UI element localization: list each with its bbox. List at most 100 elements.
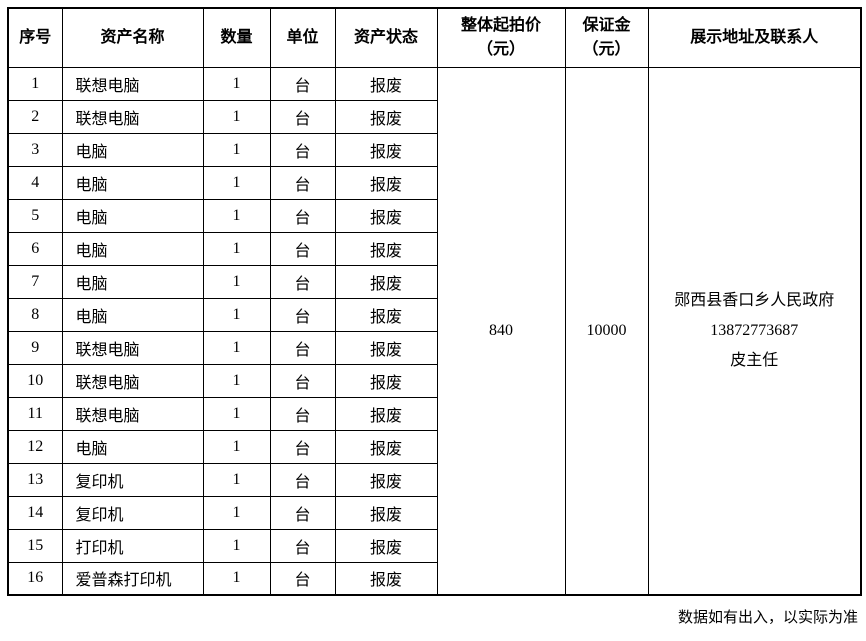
quantity-cell: 1	[202, 66, 271, 101]
asset-name-cell: 联想电脑	[61, 99, 204, 134]
column-header-asset-name: 资产名称	[61, 7, 204, 68]
unit-cell: 台	[269, 165, 336, 200]
quantity-cell: 1	[202, 297, 271, 332]
table-body: 1 联想电脑 1 台报废 840 10000 郧西县香口乡人民政府 13872773687 …	[7, 66, 862, 596]
unit-cell: 台	[269, 231, 336, 266]
unit-cell: 台	[269, 297, 336, 332]
table-row: 15 打印机 1 台报废	[7, 528, 861, 563]
table-header: 序号 资产名称 数量 单位 资产状态 整体起拍价 （元） 保证金 （元） 展示地…	[7, 7, 862, 68]
asset-status-cell: 报废	[334, 231, 438, 266]
asset-name-cell: 电脑	[61, 231, 204, 266]
unit-cell: 台	[269, 495, 336, 530]
asset-status-cell: 报废	[334, 99, 438, 134]
column-header-unit: 单位	[269, 7, 336, 68]
asset-name-cell: 复印机	[61, 495, 204, 530]
asset-name-cell: 电脑	[61, 297, 204, 332]
asset-name-cell: 联想电脑	[61, 66, 204, 101]
row-number-cell: 16	[7, 561, 63, 596]
quantity-cell: 1	[202, 231, 271, 266]
unit-cell: 台	[269, 99, 336, 134]
row-number-cell: 15	[7, 528, 63, 563]
row-number-cell: 13	[7, 462, 63, 497]
table-row: 14 复印机 1 台报废	[7, 495, 861, 530]
asset-status-cell: 报废	[334, 198, 438, 233]
row-number-cell: 2	[7, 99, 63, 134]
table-row: 8 电脑 1 台报废	[7, 297, 861, 332]
asset-status-cell: 报废	[334, 561, 438, 596]
row-number-cell: 14	[7, 495, 63, 530]
column-header-start-price: 整体起拍价 （元）	[436, 7, 566, 68]
unit-cell: 台	[269, 330, 336, 365]
quantity-cell: 1	[202, 396, 271, 431]
column-header-status: 资产状态	[334, 7, 438, 68]
header-row: 序号 资产名称 数量 单位 资产状态 整体起拍价 （元） 保证金 （元） 展示地…	[7, 7, 862, 68]
asset-name-cell: 电脑	[61, 429, 204, 464]
row-number-cell: 11	[7, 396, 63, 431]
unit-cell: 台	[269, 198, 336, 233]
deposit-cell: 10000	[564, 66, 649, 596]
asset-status-cell: 报废	[334, 429, 438, 464]
column-header-quantity: 数量	[202, 7, 271, 68]
unit-cell: 台	[269, 561, 336, 596]
asset-status-cell: 报废	[334, 297, 438, 332]
row-number-cell: 9	[7, 330, 63, 365]
contact-info-cell: 郧西县香口乡人民政府 13872773687 皮主任	[647, 66, 862, 596]
row-number-cell: 4	[7, 165, 63, 200]
asset-table: 序号 资产名称 数量 单位 资产状态 整体起拍价 （元） 保证金 （元） 展示地…	[7, 7, 862, 596]
row-number-cell: 6	[7, 231, 63, 266]
row-number-cell: 1	[7, 66, 63, 101]
asset-status-cell: 报废	[334, 132, 438, 167]
asset-status-cell: 报废	[334, 528, 438, 563]
table-row: 1 联想电脑 1 台报废 840 10000 郧西县香口乡人民政府 13872773687 …	[7, 66, 862, 596]
quantity-cell: 1	[202, 495, 271, 530]
quantity-cell: 1	[202, 165, 271, 200]
asset-status-cell: 报废	[334, 396, 438, 431]
asset-status-cell: 报废	[334, 165, 438, 200]
unit-cell: 台	[269, 396, 336, 431]
asset-status-cell: 报废	[334, 495, 438, 530]
unit-cell: 台	[269, 132, 336, 167]
asset-status-cell: 报废	[334, 462, 438, 497]
asset-name-cell: 联想电脑	[61, 363, 204, 398]
quantity-cell: 1	[202, 363, 271, 398]
row-number-cell: 5	[7, 198, 63, 233]
row-number-cell: 7	[7, 264, 63, 299]
asset-name-cell: 电脑	[61, 132, 204, 167]
quantity-cell: 1	[202, 330, 271, 365]
row-number-cell: 3	[7, 132, 63, 167]
asset-name-cell: 爱普森打印机	[61, 561, 204, 596]
unit-cell: 台	[269, 264, 336, 299]
asset-status-cell: 报废	[334, 264, 438, 299]
table-row: 16 爱普森打印机 1 台报废	[7, 561, 861, 596]
asset-name-cell: 电脑	[61, 165, 204, 200]
asset-status-cell: 报废	[334, 363, 438, 398]
column-header-deposit: 保证金 （元）	[564, 7, 649, 68]
unit-cell: 台	[269, 66, 336, 101]
unit-cell: 台	[269, 429, 336, 464]
start-price-cell: 840	[436, 66, 566, 596]
table-row: 2 联想电脑 1 台报废	[7, 99, 861, 134]
quantity-cell: 1	[202, 429, 271, 464]
asset-name-cell: 电脑	[61, 198, 204, 233]
footer-disclaimer-note: 数据如有出入，以实际为准	[677, 610, 858, 626]
quantity-cell: 1	[202, 462, 271, 497]
table-row: 11 联想电脑 1 台报废	[7, 396, 861, 431]
asset-status-cell: 报废	[334, 330, 438, 365]
quantity-cell: 1	[202, 198, 271, 233]
row-number-cell: 10	[7, 363, 63, 398]
quantity-cell: 1	[202, 561, 271, 596]
asset-name-cell: 电脑	[61, 264, 204, 299]
asset-status-cell: 报废	[334, 66, 438, 101]
quantity-cell: 1	[202, 99, 271, 134]
quantity-cell: 1	[202, 528, 271, 563]
row-number-cell: 12	[7, 429, 63, 464]
unit-cell: 台	[269, 462, 336, 497]
unit-cell: 台	[269, 528, 336, 563]
asset-name-cell: 联想电脑	[61, 396, 204, 431]
asset-name-cell: 联想电脑	[61, 330, 204, 365]
unit-cell: 台	[269, 363, 336, 398]
quantity-cell: 1	[202, 132, 271, 167]
column-header-no: 序号	[7, 7, 63, 68]
asset-name-cell: 复印机	[61, 462, 204, 497]
